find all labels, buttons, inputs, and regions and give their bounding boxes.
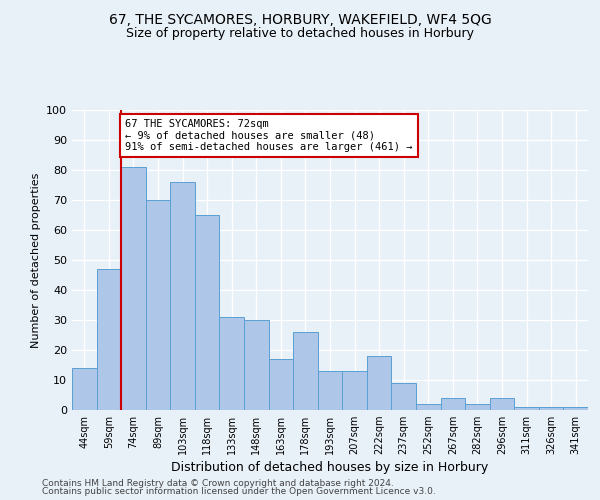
Bar bbox=[220, 317, 244, 410]
Bar bbox=[465, 404, 490, 410]
Bar bbox=[195, 215, 220, 410]
Bar bbox=[170, 182, 195, 410]
Bar bbox=[490, 398, 514, 410]
Text: 67, THE SYCAMORES, HORBURY, WAKEFIELD, WF4 5QG: 67, THE SYCAMORES, HORBURY, WAKEFIELD, W… bbox=[109, 12, 491, 26]
Text: Size of property relative to detached houses in Horbury: Size of property relative to detached ho… bbox=[126, 28, 474, 40]
Bar bbox=[367, 356, 391, 410]
Bar bbox=[318, 371, 342, 410]
Bar bbox=[97, 269, 121, 410]
Bar bbox=[539, 407, 563, 410]
Bar bbox=[514, 407, 539, 410]
Text: Contains HM Land Registry data © Crown copyright and database right 2024.: Contains HM Land Registry data © Crown c… bbox=[42, 478, 394, 488]
Bar bbox=[146, 200, 170, 410]
Bar bbox=[121, 167, 146, 410]
Bar bbox=[72, 368, 97, 410]
Bar bbox=[293, 332, 318, 410]
Bar bbox=[269, 359, 293, 410]
Text: 67 THE SYCAMORES: 72sqm
← 9% of detached houses are smaller (48)
91% of semi-det: 67 THE SYCAMORES: 72sqm ← 9% of detached… bbox=[125, 119, 412, 152]
Bar bbox=[391, 383, 416, 410]
Bar bbox=[416, 404, 440, 410]
Bar bbox=[342, 371, 367, 410]
Text: Contains public sector information licensed under the Open Government Licence v3: Contains public sector information licen… bbox=[42, 487, 436, 496]
X-axis label: Distribution of detached houses by size in Horbury: Distribution of detached houses by size … bbox=[172, 462, 488, 474]
Y-axis label: Number of detached properties: Number of detached properties bbox=[31, 172, 41, 348]
Bar bbox=[244, 320, 269, 410]
Bar bbox=[563, 407, 588, 410]
Bar bbox=[440, 398, 465, 410]
